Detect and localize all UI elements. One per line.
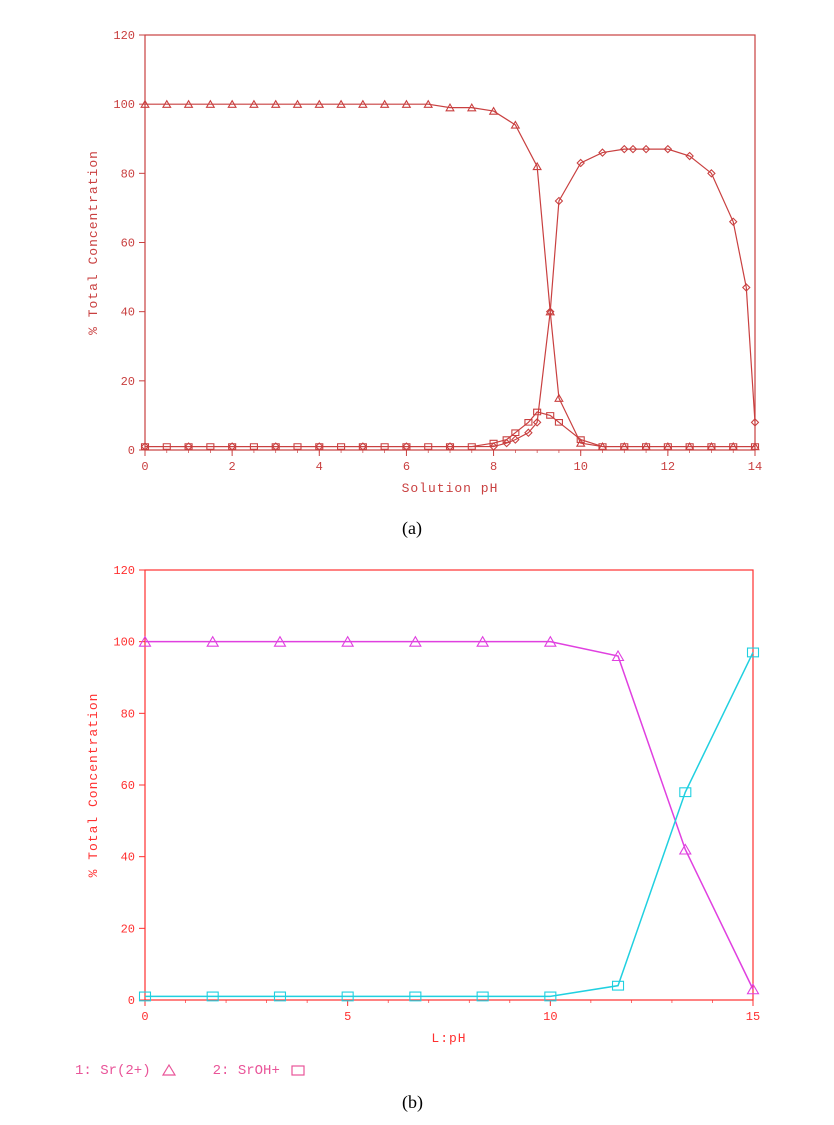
svg-text:5: 5 xyxy=(344,1010,351,1024)
svg-text:0: 0 xyxy=(141,460,148,474)
svg-text:10: 10 xyxy=(543,1010,557,1024)
svg-text:20: 20 xyxy=(121,922,135,936)
chart-a-container: 0 2 4 6 8 10 12 14 0 20 40 60 80 100 120 Solution pH % T… xyxy=(75,20,765,510)
svg-text:12: 12 xyxy=(661,460,675,474)
svg-text:100: 100 xyxy=(113,98,135,112)
svg-text:14: 14 xyxy=(748,460,762,474)
svg-text:40: 40 xyxy=(121,306,135,320)
legend-b: 1: Sr(2+) 2: SrOH+ xyxy=(75,1063,308,1079)
svg-text:0: 0 xyxy=(128,994,135,1008)
svg-text:60: 60 xyxy=(121,237,135,251)
legend-item1-label: 1: Sr(2+) xyxy=(75,1063,151,1079)
caption-b: (b) xyxy=(402,1092,423,1113)
chart-a-svg: 0 2 4 6 8 10 12 14 0 20 40 60 80 100 120 Solution pH % T… xyxy=(75,20,765,510)
legend-item1-marker xyxy=(159,1063,179,1077)
svg-text:100: 100 xyxy=(113,636,135,650)
svg-text:2: 2 xyxy=(229,460,236,474)
legend-item2-label: 2: SrOH+ xyxy=(213,1063,280,1079)
svg-text:6: 6 xyxy=(403,460,410,474)
svg-text:15: 15 xyxy=(746,1010,760,1024)
svg-text:% Total Concentration: % Total Concentration xyxy=(86,693,101,878)
svg-text:10: 10 xyxy=(574,460,588,474)
svg-text:L:pH: L:pH xyxy=(431,1031,466,1046)
svg-text:40: 40 xyxy=(121,851,135,865)
svg-text:0: 0 xyxy=(141,1010,148,1024)
svg-text:% Total Concentration: % Total Concentration xyxy=(86,150,101,335)
svg-text:20: 20 xyxy=(121,375,135,389)
svg-text:60: 60 xyxy=(121,779,135,793)
svg-text:0: 0 xyxy=(128,444,135,458)
svg-text:120: 120 xyxy=(113,29,135,43)
svg-text:120: 120 xyxy=(113,564,135,578)
legend-item2-marker xyxy=(288,1063,308,1077)
svg-text:4: 4 xyxy=(316,460,323,474)
svg-text:8: 8 xyxy=(490,460,497,474)
svg-text:80: 80 xyxy=(121,167,135,181)
svg-text:Solution pH: Solution pH xyxy=(402,481,499,496)
chart-b-container: 0 5 10 15 0 20 40 60 80 100 120 L:pH % Total Concent… xyxy=(75,555,765,1060)
chart-b-svg: 0 5 10 15 0 20 40 60 80 100 120 L:pH % Total Concent… xyxy=(75,555,765,1060)
caption-a: (a) xyxy=(402,518,422,539)
svg-text:80: 80 xyxy=(121,707,135,721)
